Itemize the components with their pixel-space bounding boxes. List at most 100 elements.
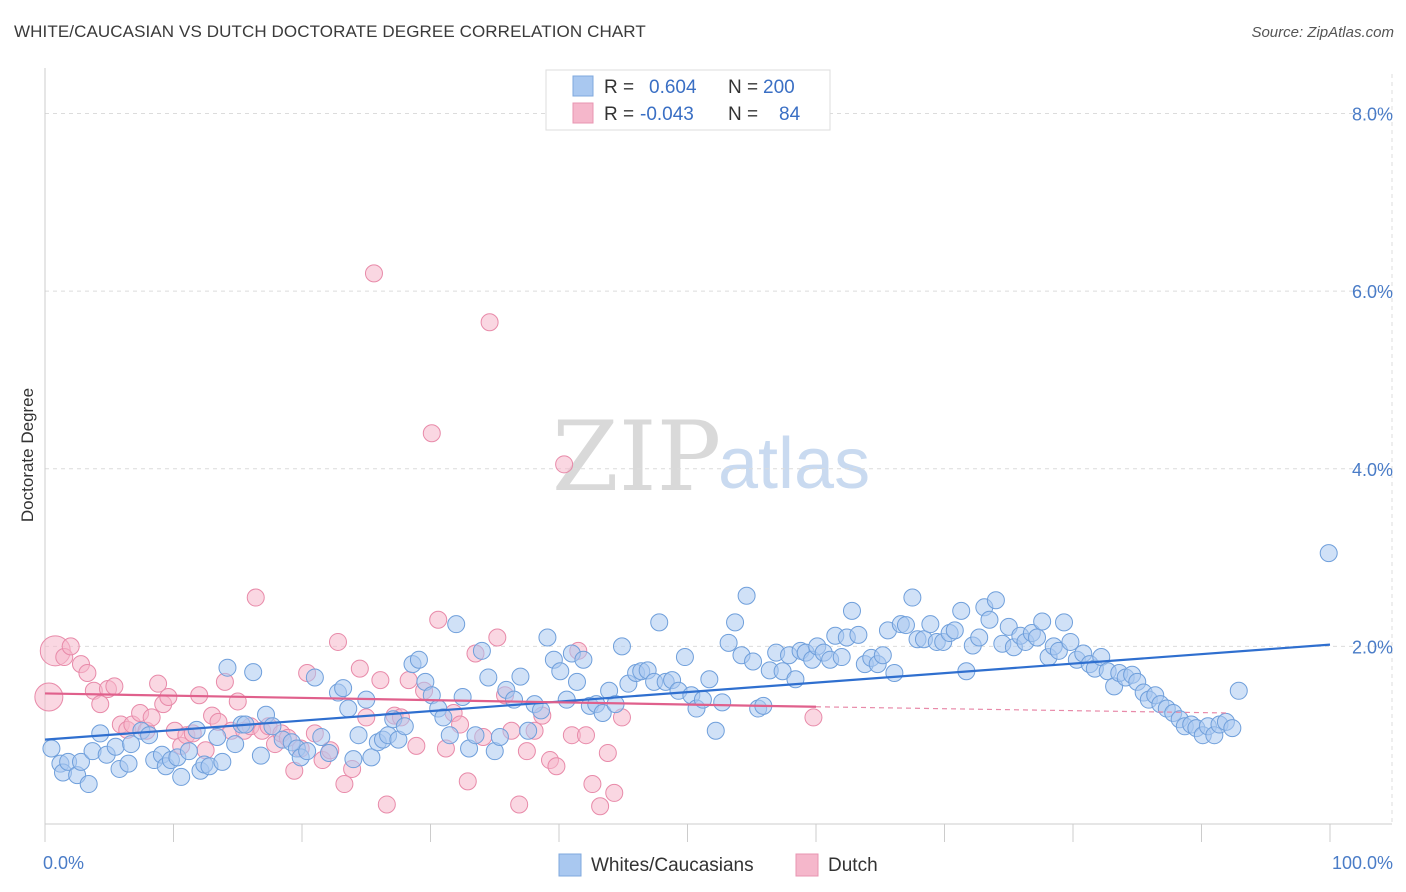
whites-point (713, 693, 732, 712)
whites-point (574, 650, 593, 669)
y-tick-label: 6.0% (1352, 282, 1393, 302)
dutch-point (91, 695, 110, 714)
stats-legend: R = 0.604 N = 200 R = -0.043 N = 84 (545, 69, 831, 131)
dutch-point (591, 797, 610, 816)
whites-point (849, 625, 868, 644)
whites-point (226, 735, 245, 754)
dutch-point (78, 664, 97, 683)
whites-trend-line (44, 643, 1331, 741)
dutch-point (350, 659, 369, 678)
whites-point (1229, 681, 1248, 700)
dutch-point (576, 726, 595, 745)
whites-point (122, 735, 141, 754)
whites-point (921, 615, 940, 634)
whites-point (538, 628, 557, 647)
whites-point (1061, 632, 1080, 651)
x-tick-label: 100.0% (1332, 853, 1393, 873)
whites-point (395, 717, 414, 736)
dutch-point (364, 264, 383, 283)
whites-point (832, 648, 851, 667)
whites-point (440, 726, 459, 745)
whites-point (1223, 719, 1242, 738)
dutch-point (61, 637, 80, 656)
whites-point (251, 746, 270, 765)
whites-point (453, 688, 472, 707)
dutch-point (480, 313, 499, 332)
legend-r-label-dutch: R = (604, 104, 634, 125)
whites-point (334, 679, 353, 698)
whites-point (903, 588, 922, 607)
whites-point (472, 641, 491, 660)
whites-point (986, 591, 1005, 610)
whites-point (896, 616, 915, 635)
whites-point (409, 650, 428, 669)
dutch-point (555, 455, 574, 474)
whites-point (980, 610, 999, 629)
dutch-point (246, 588, 265, 607)
whites-point (706, 721, 725, 740)
dutch-point (598, 743, 617, 762)
whites-point (172, 767, 191, 786)
whites-point (675, 648, 694, 667)
gridlines (45, 74, 1393, 824)
whites-point (970, 628, 989, 647)
trend-lines (44, 643, 1331, 741)
tick-labels: 2.0% 4.0% 6.0% 8.0% 0.0% 100.0% (43, 105, 1393, 873)
dutch-point (399, 671, 418, 690)
whites-point (1033, 612, 1052, 631)
chart-title: WHITE/CAUCASIAN VS DUTCH DOCTORATE DEGRE… (14, 22, 646, 41)
dutch-point (547, 757, 566, 776)
dutch-point (105, 677, 124, 696)
legend-r-label-whites: R = (604, 77, 634, 98)
dutch-trend-line (44, 692, 817, 708)
dutch-point (488, 628, 507, 647)
watermark-atlas: atlas (718, 424, 870, 504)
dutch-point (422, 424, 441, 443)
whites-point (945, 621, 964, 640)
whites-point (567, 672, 586, 691)
whites-point (612, 637, 631, 656)
whites-point (700, 670, 719, 689)
dutch-point (228, 692, 247, 711)
source-label: Source: ZipAtlas.com (1251, 24, 1394, 41)
legend-n-value-dutch: 84 (779, 104, 801, 125)
whites-point (312, 727, 331, 746)
whites-point (91, 724, 110, 743)
legend-n-label-whites: N = (728, 77, 758, 98)
whites-point (1319, 544, 1338, 563)
legend-n-value-whites: 200 (763, 77, 795, 98)
whites-point (106, 737, 125, 756)
whites-point (719, 633, 738, 652)
whites-point (298, 742, 317, 761)
whites-point (119, 754, 138, 773)
whites-point (490, 727, 509, 746)
whites-point (551, 662, 570, 681)
watermark-zip: ZIP (552, 401, 721, 513)
whites-point (71, 752, 90, 771)
whites-point (593, 703, 612, 722)
y-tick-label: 4.0% (1352, 460, 1393, 480)
whites-point (519, 721, 538, 740)
whites-point (42, 739, 61, 758)
whites-point (737, 586, 756, 605)
dutch-point (34, 682, 64, 712)
whites-point (362, 748, 381, 767)
series-legend-swatch-dutch (795, 853, 819, 877)
whites-point (434, 708, 453, 727)
whites-point (179, 742, 198, 761)
dutch-point (458, 772, 477, 791)
dutch-point (328, 632, 347, 651)
dutch-point (357, 708, 376, 727)
whites-point (344, 750, 363, 769)
dutch-trend-extension (815, 706, 1228, 714)
series-legend: Whites/Caucasians Dutch (558, 853, 878, 877)
whites-point (466, 726, 485, 745)
series-legend-label-whites: Whites/Caucasians (591, 855, 754, 876)
data-points (34, 264, 1338, 816)
dutch-point (335, 775, 354, 794)
whites-point (1055, 613, 1074, 632)
dutch-point (583, 775, 602, 794)
whites-point (319, 743, 338, 762)
dutch-point (142, 708, 161, 727)
